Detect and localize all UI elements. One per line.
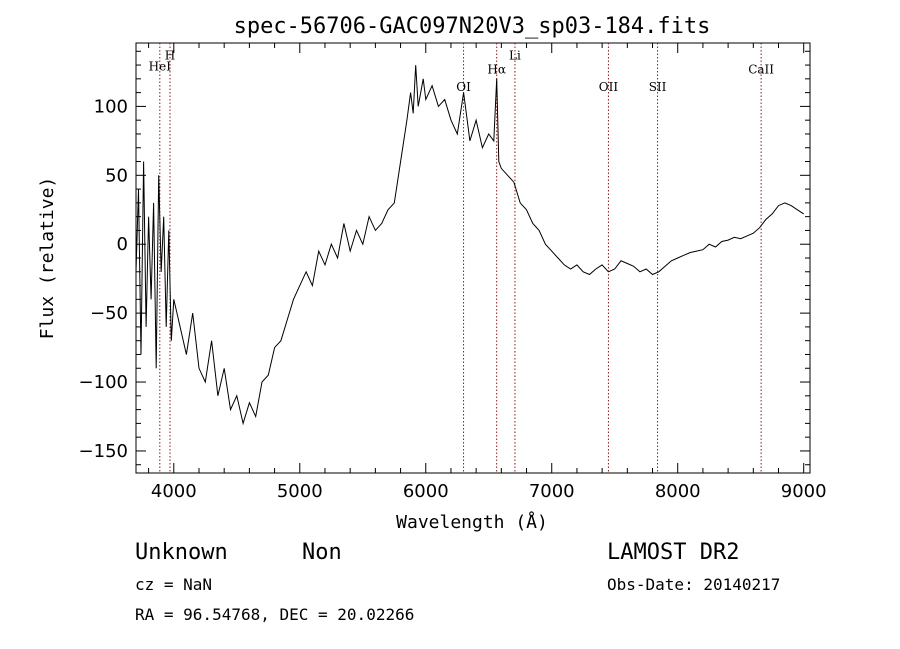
x-tick-label: 4000	[151, 481, 197, 502]
x-axis-ticks: 4000 5000 6000 7000 8000 9000	[148, 43, 827, 502]
spectral-line-markers	[159, 43, 762, 473]
redshift-readout: cz = NaN	[135, 575, 212, 594]
spectral-line-label: SII	[649, 80, 667, 94]
spectral-line-label: Hα	[487, 62, 506, 76]
y-tick-label: −100	[79, 372, 128, 393]
x-axis-label: Wavelength (Å)	[396, 511, 548, 533]
y-axis-ticks: −150 −100 −50 0 50 100	[79, 50, 810, 466]
y-tick-label: 0	[117, 234, 128, 255]
chart-title: spec-56706-GAC097N20V3_sp03-184.fits	[234, 14, 711, 39]
spectral-line-label: H	[165, 49, 175, 63]
spectral-subclass-label: Non	[302, 540, 342, 565]
y-axis-label: Flux (relative)	[37, 177, 58, 340]
x-tick-label: 6000	[403, 481, 449, 502]
spectral-line-label: HeI	[149, 60, 172, 74]
plot-frame	[135, 42, 811, 474]
y-tick-label: 50	[105, 165, 128, 186]
obs-date-readout: Obs-Date: 20140217	[607, 575, 780, 594]
spectral-line-label: CaII	[748, 62, 774, 76]
spectral-line-label: OII	[599, 80, 619, 94]
coordinates-readout: RA = 96.54768, DEC = 20.02266	[135, 605, 414, 624]
x-tick-label: 7000	[529, 481, 575, 502]
y-tick-label: −150	[79, 441, 128, 462]
y-tick-label: −50	[90, 303, 128, 324]
survey-name: LAMOST DR2	[607, 540, 739, 565]
x-tick-label: 8000	[655, 481, 701, 502]
spectral-class-label: Unknown	[135, 540, 228, 565]
y-tick-label: 100	[94, 96, 128, 117]
flux-spectrum-line	[135, 65, 804, 426]
spectral-line-label: OI	[456, 80, 471, 94]
x-tick-label: 9000	[781, 481, 827, 502]
plot-area: 4000 5000 6000 7000 8000 9000 −150 −100 −50 0 50 1…	[79, 42, 827, 502]
spectral-line-label: Li	[509, 49, 521, 63]
x-tick-label: 5000	[277, 481, 323, 502]
